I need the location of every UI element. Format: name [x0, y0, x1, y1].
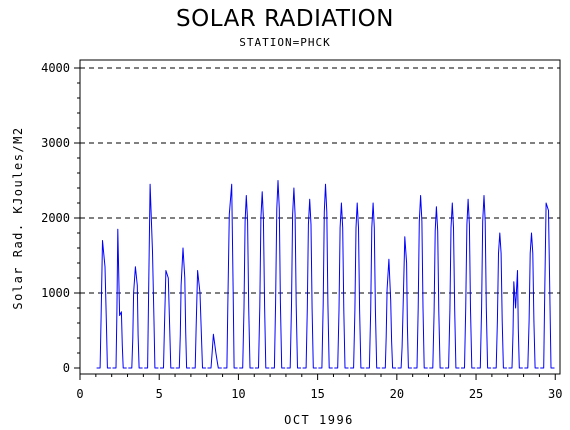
day-11-trace	[255, 191, 270, 369]
day-10-trace	[239, 195, 254, 369]
y-tick-label: 1000	[41, 286, 70, 300]
y-tick-label: 2000	[41, 211, 70, 225]
x-tick-label: 30	[548, 387, 562, 401]
day-22-trace	[429, 206, 444, 369]
x-tick-label: 25	[469, 387, 483, 401]
x-tick-label: 20	[390, 387, 404, 401]
grid-lines	[80, 67, 560, 294]
day-20-trace	[397, 236, 412, 369]
series-layer	[96, 180, 555, 369]
day-6-trace	[175, 247, 191, 369]
day-13-trace	[286, 187, 301, 369]
axis-ticks: 0 1000 2000 3000 4000 0 5 10 15 20 25 30	[41, 61, 562, 401]
y-tick-label: 4000	[41, 61, 70, 75]
day-8-trace	[207, 333, 222, 369]
day-17-trace	[350, 202, 365, 369]
day-27-trace	[508, 270, 523, 369]
chart-subtitle: STATION=PHCK	[239, 36, 331, 49]
day-28-trace	[524, 232, 539, 369]
day-25-trace	[476, 195, 492, 369]
day-14-trace	[302, 198, 317, 369]
day-5-trace	[160, 270, 175, 369]
day-12-trace	[270, 180, 286, 369]
day-19-trace	[381, 258, 396, 369]
day-23-trace	[445, 202, 460, 369]
day-2-trace	[112, 228, 127, 369]
x-tick-label: 10	[231, 387, 245, 401]
day-16-trace	[334, 202, 349, 369]
x-tick-label: 5	[156, 387, 163, 401]
day-4-trace	[144, 183, 159, 369]
day-24-trace	[461, 198, 476, 369]
day-7-trace	[191, 270, 206, 369]
day-3-trace	[128, 266, 143, 369]
day-18-trace	[365, 202, 381, 369]
day-15-trace	[318, 183, 333, 369]
day-1-trace	[96, 240, 111, 369]
chart-title: SOLAR RADIATION	[176, 6, 394, 32]
y-axis-label: Solar Rad. KJoules/M2	[11, 126, 25, 309]
day-21-trace	[413, 195, 428, 369]
day-29-trace	[540, 202, 555, 369]
day-9-trace	[223, 183, 238, 369]
x-tick-label: 15	[310, 387, 324, 401]
x-tick-label: 0	[76, 387, 83, 401]
plot-frame	[79, 59, 561, 375]
day-26-trace	[492, 232, 507, 369]
y-tick-label: 0	[63, 361, 70, 375]
y-tick-label: 3000	[41, 136, 70, 150]
x-axis-label: OCT 1996	[284, 413, 354, 427]
